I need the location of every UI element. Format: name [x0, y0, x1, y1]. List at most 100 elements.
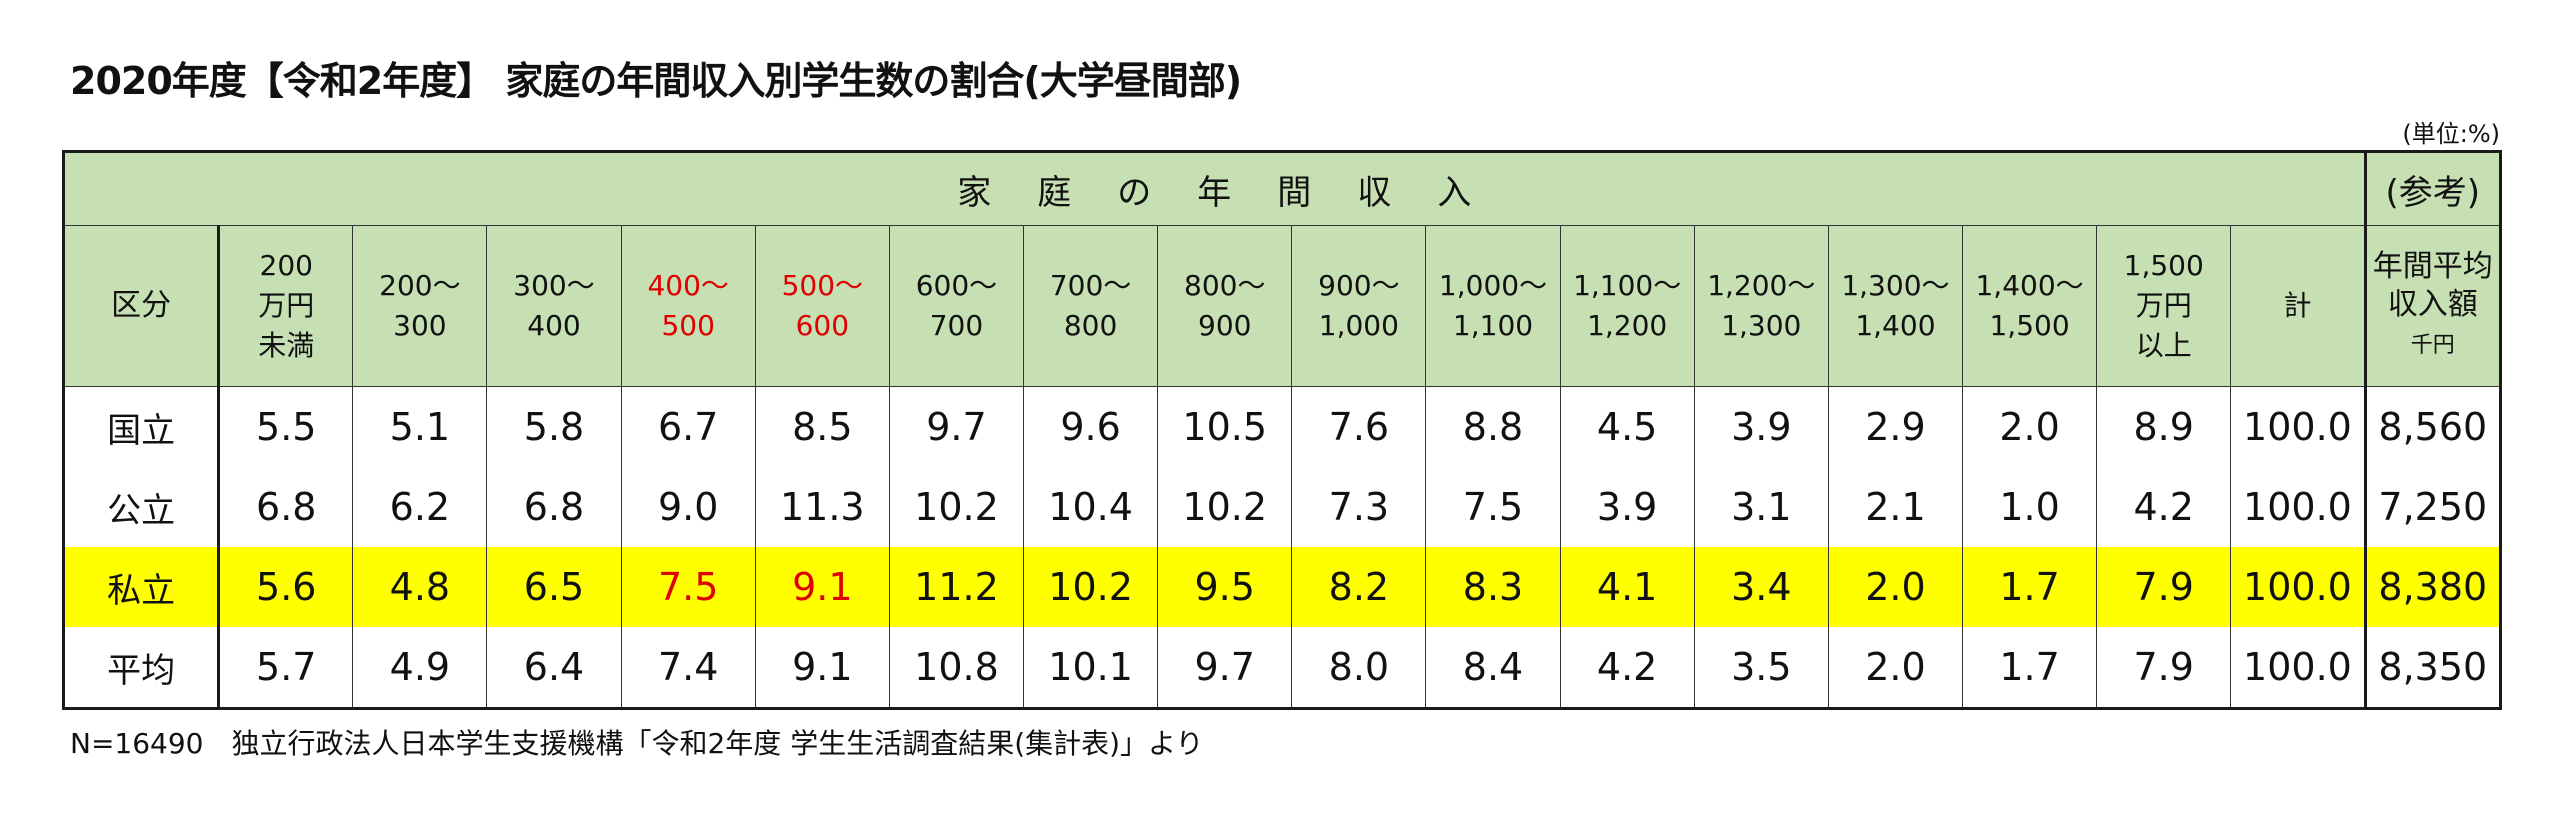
avg-income-cell: 8,560 — [2364, 386, 2501, 467]
table-cell: 1.0 — [1961, 467, 2097, 547]
total-cell: 100.0 — [2230, 467, 2367, 547]
table-cell: 9.1 — [754, 627, 890, 709]
table-cell: 10.2 — [1023, 547, 1158, 627]
income-distribution-table: 家庭の年間収入 (参考) 区分 200 万円 未満 200〜300 300〜40… — [62, 150, 2502, 710]
table-cell: 10.2 — [1157, 467, 1292, 547]
table-cell: 4.9 — [352, 627, 487, 709]
table-cell: 9.7 — [1157, 627, 1292, 709]
column-header: 600〜700 — [888, 225, 1024, 387]
row-category: 公立 — [62, 467, 221, 547]
total-cell: 100.0 — [2230, 627, 2367, 709]
column-header: 200〜300 — [352, 225, 487, 387]
table-cell: 9.0 — [620, 467, 756, 547]
table-cell: 4.2 — [1559, 627, 1695, 709]
table-cell: 10.8 — [888, 627, 1024, 709]
table-cell: 9.5 — [1157, 547, 1292, 627]
column-header: 900〜1,000 — [1291, 225, 1426, 387]
avg-income-unit: 千円 — [2410, 332, 2455, 358]
income-group-header: 家庭の年間収入 — [63, 151, 2367, 226]
table-row: 平均 5.7 4.9 6.4 7.4 9.1 10.8 10.1 9.7 8.0 8.4 4.2 3.5… — [62, 627, 2501, 709]
column-header: 200 万円 未満 — [218, 225, 353, 387]
total-header: 計 — [2230, 225, 2367, 387]
table-cell: 8.4 — [1425, 627, 1561, 709]
table-cell: 4.1 — [1559, 547, 1695, 627]
table-cell: 7.9 — [2096, 627, 2231, 709]
column-header: 1,000〜 1,100 — [1425, 225, 1561, 387]
table-cell: 10.5 — [1157, 386, 1292, 467]
table-cell: 6.5 — [486, 547, 622, 627]
table-cell: 5.6 — [218, 547, 353, 627]
table-cell: 1.7 — [1961, 547, 2097, 627]
unit-label: (単位:%) — [2402, 120, 2500, 148]
avg-income-cell: 8,380 — [2364, 547, 2501, 627]
table-cell: 7.3 — [1291, 467, 1426, 547]
header-group-row: 家庭の年間収入 (参考) — [63, 151, 2501, 226]
table-cell: 8.5 — [754, 386, 890, 467]
table-cell: 9.6 — [1023, 386, 1158, 467]
avg-income-label: 年間平均 収入額 — [2372, 248, 2493, 322]
table-cell: 5.1 — [352, 386, 487, 467]
column-header-row: 区分 200 万円 未満 200〜300 300〜400 400〜500 500… — [62, 225, 2501, 387]
table-cell: 7.6 — [1291, 386, 1426, 467]
table-cell: 2.1 — [1827, 467, 1963, 547]
table-cell: 3.5 — [1693, 627, 1829, 709]
column-header: 1,200〜 1,300 — [1693, 225, 1829, 387]
table-cell: 6.7 — [620, 386, 756, 467]
table-cell: 3.9 — [1693, 386, 1829, 467]
table-cell: 2.0 — [1827, 547, 1963, 627]
table-cell: 10.2 — [888, 467, 1024, 547]
table-cell: 6.8 — [218, 467, 353, 547]
table-cell: 3.9 — [1559, 467, 1695, 547]
column-header: 500〜600 — [754, 225, 890, 387]
table-cell: 10.4 — [1023, 467, 1158, 547]
table-cell: 7.5 — [1425, 467, 1561, 547]
table-cell: 6.8 — [486, 467, 622, 547]
table-cell: 9.7 — [888, 386, 1024, 467]
table-cell: 11.2 — [888, 547, 1024, 627]
column-header: 400〜500 — [620, 225, 756, 387]
avg-income-cell: 8,350 — [2364, 627, 2501, 709]
total-cell: 100.0 — [2230, 547, 2367, 627]
table-cell: 5.7 — [218, 627, 353, 709]
table-cell: 8.8 — [1425, 386, 1561, 467]
table-cell: 4.8 — [352, 547, 487, 627]
column-header: 1,400〜 1,500 — [1961, 225, 2097, 387]
table-cell: 8.0 — [1291, 627, 1426, 709]
row-category: 私立 — [62, 547, 221, 627]
table-cell: 7.4 — [620, 627, 756, 709]
table-row: 公立 6.8 6.2 6.8 9.0 11.3 10.2 10.4 10.2 7.3 7.5 3.9 3… — [62, 467, 2501, 547]
table-cell: 6.2 — [352, 467, 487, 547]
row-category: 国立 — [62, 386, 221, 467]
column-header: 1,100〜 1,200 — [1559, 225, 1695, 387]
column-header: 1,300〜 1,400 — [1827, 225, 1963, 387]
table-cell: 4.5 — [1559, 386, 1695, 467]
table-cell: 7.5 — [620, 547, 756, 627]
table-cell: 2.0 — [1827, 627, 1963, 709]
row-category: 平均 — [62, 627, 221, 709]
table-cell: 2.0 — [1961, 386, 2097, 467]
source-note: N=16490 独立行政法人日本学生支援機構「令和2年度 学生生活調査結果(集計… — [70, 727, 1204, 760]
table-cell: 2.9 — [1827, 386, 1963, 467]
category-header: 区分 — [62, 225, 221, 387]
avg-income-header: 年間平均 収入額千円 — [2364, 225, 2501, 387]
page-title: 2020年度【令和2年度】 家庭の年間収入別学生数の割合(大学昼間部) — [70, 59, 1242, 103]
reference-header: (参考) — [2364, 151, 2501, 226]
column-header: 800〜900 — [1157, 225, 1292, 387]
column-header: 1,500 万円 以上 — [2096, 225, 2231, 387]
column-header: 300〜400 — [486, 225, 622, 387]
table-cell: 4.2 — [2096, 467, 2231, 547]
table-cell: 3.1 — [1693, 467, 1829, 547]
table-cell: 3.4 — [1693, 547, 1829, 627]
table-row: 国立 5.5 5.1 5.8 6.7 8.5 9.7 9.6 10.5 7.6 8.8 4.5 3.9 2… — [62, 386, 2501, 467]
table-cell: 9.1 — [754, 547, 890, 627]
table-cell: 7.9 — [2096, 547, 2231, 627]
column-header: 700〜800 — [1023, 225, 1158, 387]
table-cell: 8.2 — [1291, 547, 1426, 627]
table-cell: 6.4 — [486, 627, 622, 709]
table-cell: 5.5 — [218, 386, 353, 467]
table-cell: 10.1 — [1023, 627, 1158, 709]
table-cell: 5.8 — [486, 386, 622, 467]
table-row: 私立 5.6 4.8 6.5 7.5 9.1 11.2 10.2 9.5 8.2 8.3 4.1 3.4… — [62, 547, 2501, 627]
table-cell: 1.7 — [1961, 627, 2097, 709]
table-cell: 8.3 — [1425, 547, 1561, 627]
